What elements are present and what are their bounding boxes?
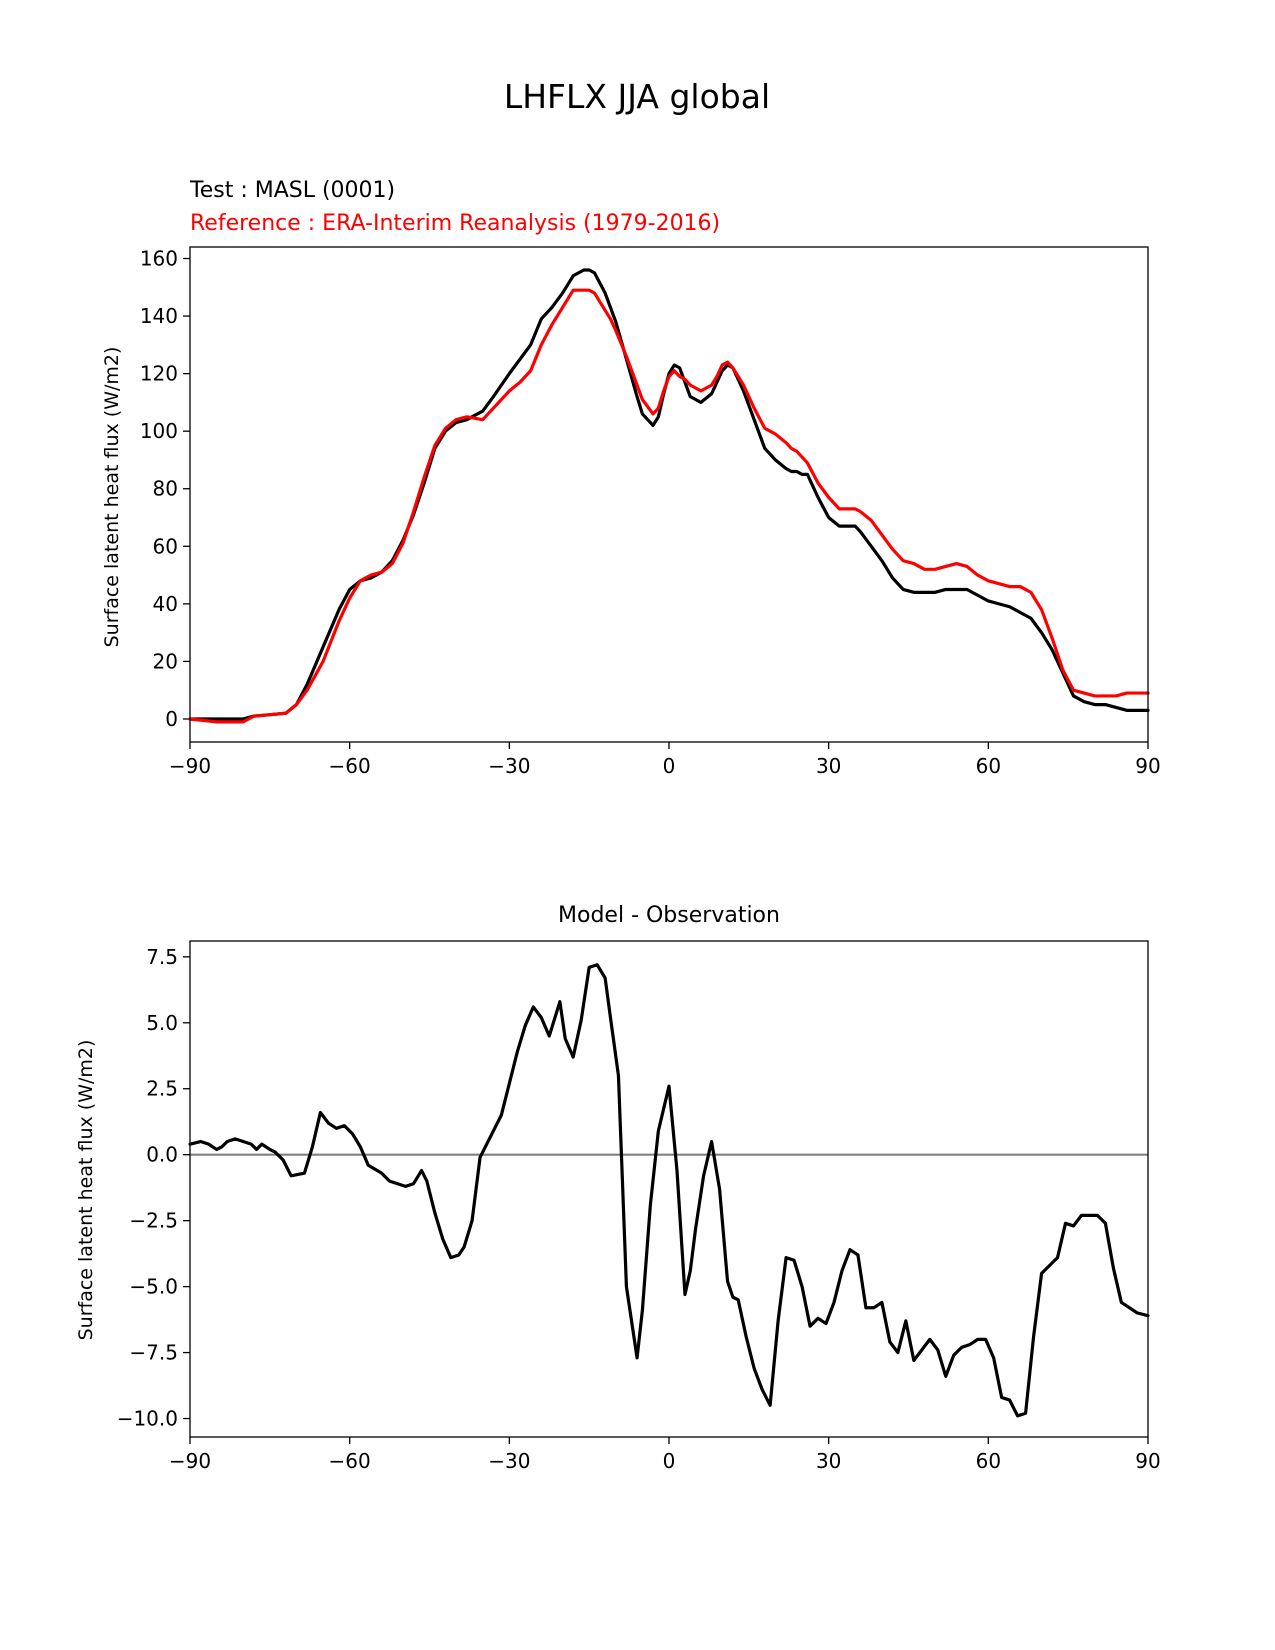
bottom-xtick-label: −60: [329, 1449, 371, 1473]
bottom-axes-frame: [189, 940, 1149, 1438]
bottom-ytick-label: −5.0: [129, 1275, 178, 1299]
bottom-xtick-label: −30: [488, 1449, 530, 1473]
top-ytick-label: 20: [153, 649, 178, 673]
top-ytick-label: 40: [153, 592, 178, 616]
top-ytick-label: 0: [165, 707, 178, 731]
reference-label: Reference : ERA-Interim Reanalysis (1979…: [190, 211, 720, 236]
top-axes-frame: [189, 246, 1149, 743]
bottom-ytick-label: 5.0: [146, 1011, 178, 1035]
bottom-ytick-label: 0.0: [146, 1143, 178, 1167]
top-xtick-label: 30: [816, 754, 841, 778]
bottom-ytick-label: −10.0: [117, 1407, 178, 1431]
bottom-xtick-label: 30: [816, 1449, 841, 1473]
top-ytick-label: 120: [140, 362, 178, 386]
top-ytick-label: 100: [140, 419, 178, 443]
bottom-xtick-label: 0: [663, 1449, 676, 1473]
bottom-panel: Model - Observation Surface latent heat …: [75, 903, 1161, 1473]
top-ytick-label: 80: [153, 477, 178, 501]
bottom-ytick-label: −7.5: [129, 1341, 178, 1365]
top-ytick-label: 60: [153, 534, 178, 558]
test-label: Test : MASL (0001): [189, 178, 395, 203]
top-test-line: [188, 268, 1150, 721]
top-reference-line: [188, 288, 1150, 724]
top-xtick-label: 0: [663, 754, 676, 778]
top-xtick-label: −90: [169, 754, 211, 778]
top-ylabel: Surface latent heat flux (W/m2): [101, 347, 123, 648]
bottom-ylabel: Surface latent heat flux (W/m2): [75, 1040, 97, 1341]
top-ytick-label: 160: [140, 247, 178, 271]
bottom-xtick-label: 90: [1135, 1449, 1160, 1473]
top-xtick-label: −30: [488, 754, 530, 778]
top-xtick-label: 60: [976, 754, 1001, 778]
bottom-ytick-label: 7.5: [146, 945, 178, 969]
top-xtick-label: −60: [329, 754, 371, 778]
top-xtick-label: 90: [1135, 754, 1160, 778]
bottom-title: Model - Observation: [558, 903, 780, 928]
bottom-xtick-label: −90: [169, 1449, 211, 1473]
top-panel: Test : MASL (0001) Reference : ERA-Inter…: [101, 178, 1161, 778]
bottom-ytick-label: −2.5: [129, 1209, 178, 1233]
bottom-diff-line: [188, 963, 1150, 1418]
top-ytick-label: 140: [140, 304, 178, 328]
figure-title: LHFLX JJA global: [504, 77, 770, 116]
bottom-ytick-label: 2.5: [146, 1077, 178, 1101]
bottom-xtick-label: 60: [976, 1449, 1001, 1473]
